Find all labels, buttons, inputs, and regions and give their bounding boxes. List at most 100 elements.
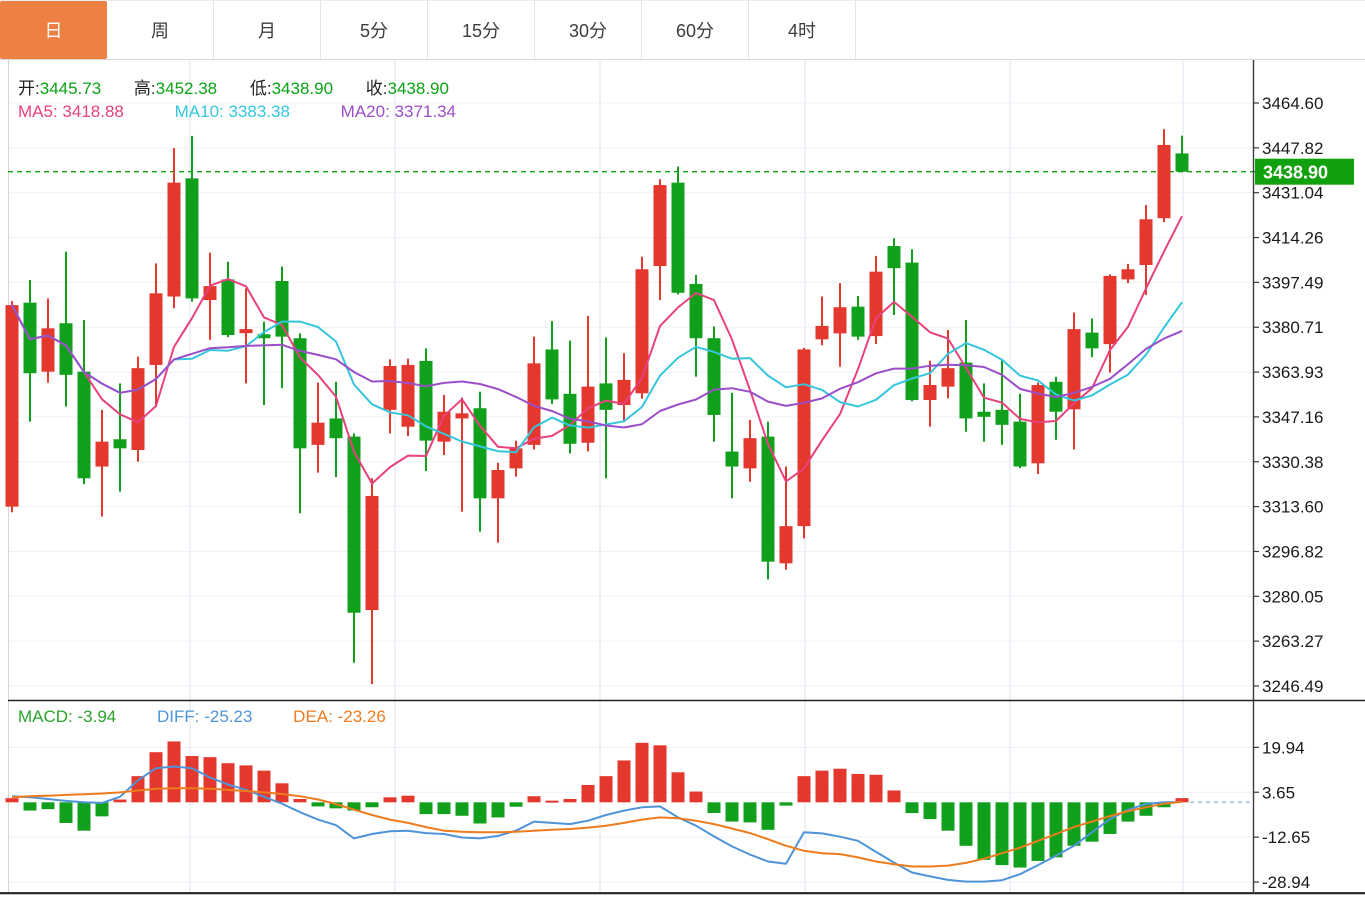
tab-30min[interactable]: 30分 xyxy=(535,1,642,59)
macd-bar xyxy=(419,802,433,815)
low-readout: 低:3438.90 xyxy=(250,79,333,98)
ma20-value: 3371.34 xyxy=(394,102,456,121)
price-tick-label: 3431.04 xyxy=(1262,184,1323,203)
macd-bar xyxy=(59,802,73,823)
macd-bar xyxy=(725,802,739,822)
ma5-value: 3418.88 xyxy=(62,102,124,121)
macd-bar xyxy=(797,776,811,803)
macd-bar xyxy=(95,802,109,817)
macd-bar xyxy=(275,783,289,803)
candle-body xyxy=(995,409,1009,425)
open-readout: 开:3445.73 xyxy=(18,79,101,98)
tab-4hour[interactable]: 4时 xyxy=(749,1,856,59)
high-label: 高: xyxy=(133,79,156,98)
macd-bar xyxy=(923,802,937,820)
macd-bar xyxy=(329,802,343,809)
macd-bar xyxy=(905,802,919,814)
macd-bar xyxy=(995,802,1009,866)
candle-body xyxy=(347,436,361,613)
candle-body xyxy=(311,422,325,445)
candle-body xyxy=(887,246,901,269)
candle-body xyxy=(1067,329,1081,410)
macd-bar xyxy=(149,752,163,803)
macd-tick-label: 19.94 xyxy=(1262,738,1305,757)
candle-body xyxy=(383,366,397,410)
macd-bar xyxy=(815,770,829,803)
price-tick-label: 3363.93 xyxy=(1262,363,1323,382)
candle-body xyxy=(761,436,775,562)
ma5-readout: MA5: 3418.88 xyxy=(18,102,124,121)
candlestick-macd-chart[interactable]: 3464.60 3447.82 3431.04 3414.26 3397.49 3380.… xyxy=(0,60,1365,902)
price-tick-label: 3330.38 xyxy=(1262,453,1323,472)
macd-bar xyxy=(455,802,469,816)
candle-body xyxy=(113,439,127,449)
tab-day[interactable]: 日 xyxy=(0,1,107,59)
candle-body xyxy=(185,178,199,299)
tab-month[interactable]: 月 xyxy=(214,1,321,59)
macd-bar xyxy=(959,802,973,846)
dea-line xyxy=(11,787,1183,868)
high-value: 3452.38 xyxy=(155,79,218,98)
macd-bar xyxy=(41,802,55,810)
macd-bar xyxy=(545,800,559,803)
macd-bar xyxy=(563,798,577,803)
candle-body xyxy=(149,293,163,365)
macd-bar xyxy=(599,776,613,803)
candle-body xyxy=(419,360,433,441)
candle-body xyxy=(779,526,793,564)
macd-bar xyxy=(167,741,181,803)
macd-bar xyxy=(617,760,631,803)
macd-bar xyxy=(1175,798,1189,803)
price-tick-label: 3347.16 xyxy=(1262,408,1323,427)
tab-5min[interactable]: 5分 xyxy=(321,1,428,59)
macd-bar xyxy=(743,802,757,823)
candle-body xyxy=(869,271,883,337)
timeframe-tabbar: 日 周 月 5分 15分 30分 60分 4时 xyxy=(0,0,1365,60)
macd-bar xyxy=(401,795,415,803)
diff-value: -25.23 xyxy=(204,707,253,726)
candle-body xyxy=(581,386,595,443)
candle-body xyxy=(653,185,667,267)
candle-body xyxy=(725,451,739,467)
candle-body xyxy=(1121,269,1135,280)
macd-bar xyxy=(365,802,379,808)
candle-body xyxy=(707,338,721,415)
candle-body xyxy=(1175,153,1189,172)
ma10-value: 3383.38 xyxy=(228,102,290,121)
macd-value: -3.94 xyxy=(77,707,117,726)
price-tick-label: 3263.27 xyxy=(1262,632,1323,651)
candle-body xyxy=(239,329,253,334)
macd-bar xyxy=(185,756,199,803)
candle-body xyxy=(815,325,829,340)
diff-line xyxy=(11,765,1183,883)
candle-body xyxy=(257,334,271,339)
current-price-badge-text: 3438.90 xyxy=(1263,163,1328,183)
tab-week[interactable]: 周 xyxy=(107,1,214,59)
candle-body xyxy=(833,307,847,334)
tab-60min[interactable]: 60分 xyxy=(642,1,749,59)
ma10-readout: MA10: 3383.38 xyxy=(174,102,290,121)
candle-body xyxy=(221,279,235,336)
high-readout: 高:3452.38 xyxy=(134,79,217,98)
ohlc-legend: 开:3445.73 高:3452.38 低:3438.90 收:3438.90 xyxy=(18,74,477,99)
candle-body xyxy=(509,448,523,469)
macd-bar xyxy=(293,798,307,803)
macd-bar xyxy=(509,802,523,807)
candle-body xyxy=(473,408,487,499)
candle-body xyxy=(1013,421,1027,467)
tab-15min[interactable]: 15分 xyxy=(428,1,535,59)
close-readout: 收:3438.90 xyxy=(366,79,449,98)
candle-body xyxy=(1157,144,1171,219)
macd-bar xyxy=(1067,802,1081,846)
close-label: 收: xyxy=(365,79,388,98)
candle-body xyxy=(455,413,469,419)
dea-readout: DEA: -23.26 xyxy=(293,707,386,726)
macd-tick-label: -12.65 xyxy=(1262,828,1310,847)
macd-bar xyxy=(1049,802,1063,858)
candle-body xyxy=(167,182,181,297)
current-price-badge xyxy=(1255,158,1354,185)
candle-body xyxy=(851,306,865,337)
macd-bar xyxy=(869,774,883,803)
candle-body xyxy=(545,349,559,400)
macd-legend: MACD: -3.94 DIFF: -25.23 DEA: -23.26 xyxy=(18,707,422,727)
